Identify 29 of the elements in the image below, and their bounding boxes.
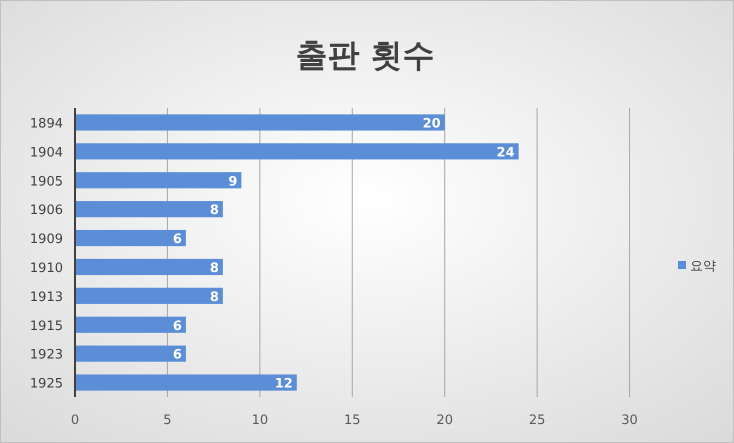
data-label: 24 — [496, 145, 515, 160]
x-tick-label: 0 — [70, 413, 80, 428]
y-tick-label: 1906 — [30, 203, 63, 218]
x-tick-label: 10 — [252, 413, 268, 428]
y-tick-label: 1925 — [30, 376, 63, 392]
y-tick-label: 1915 — [30, 318, 63, 334]
y-tick-label: 1909 — [30, 232, 63, 248]
x-tick-label: 25 — [528, 413, 546, 428]
y-tick-label: 1905 — [30, 174, 63, 190]
data-label: 20 — [422, 116, 441, 132]
y-tick-label: 1913 — [30, 290, 63, 305]
data-label: 6 — [172, 348, 182, 363]
y-tick-label: 1894 — [30, 116, 63, 132]
y-tick-label: 1904 — [30, 145, 63, 160]
data-label: 6 — [172, 318, 182, 334]
data-label: 8 — [210, 203, 219, 218]
y-tick-label: 1910 — [30, 260, 63, 276]
x-tick-label: 20 — [436, 413, 453, 428]
data-label: 12 — [274, 376, 293, 392]
data-label: 8 — [210, 260, 219, 276]
x-tick-label: 15 — [344, 413, 361, 428]
chart-title: 출판 횟수 — [295, 36, 435, 74]
y-tick-label: 1923 — [30, 348, 63, 363]
data-label: 9 — [228, 174, 238, 190]
x-tick-label: 5 — [163, 413, 172, 428]
data-label: 6 — [172, 232, 182, 248]
legend-label: 요약 — [690, 259, 716, 274]
x-tick-label: 30 — [621, 413, 638, 428]
data-label: 8 — [210, 290, 219, 305]
